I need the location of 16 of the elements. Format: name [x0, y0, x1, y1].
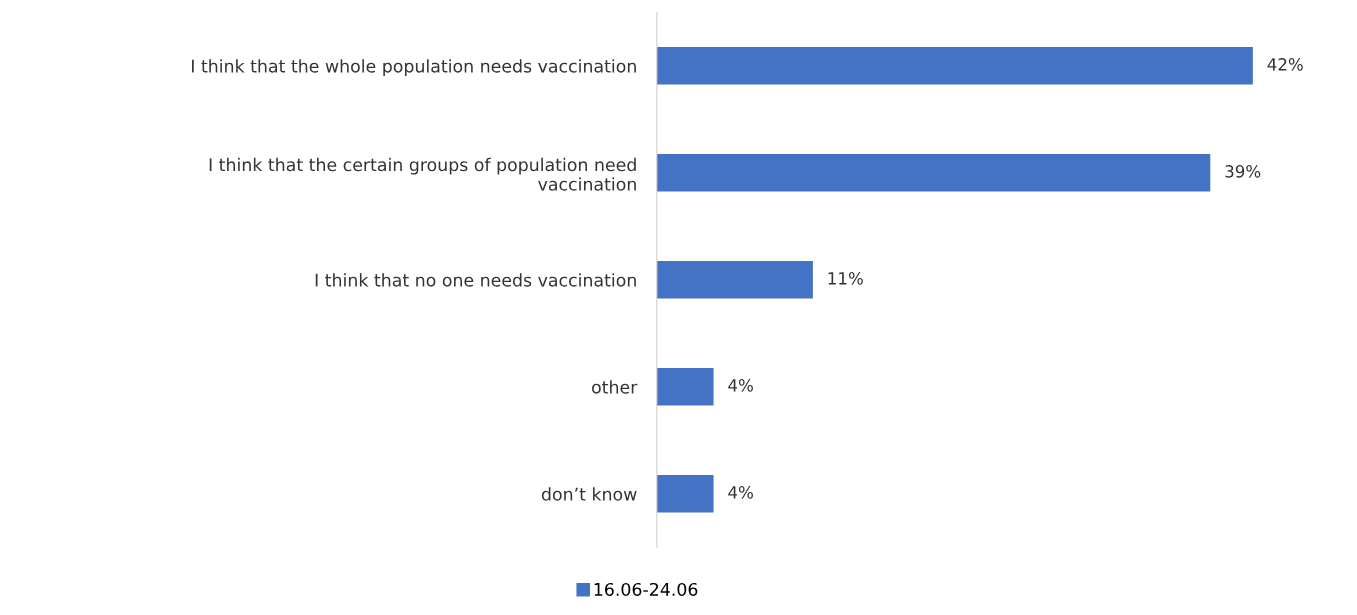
y-tick-label: I think that the certain groups of population need vaccination [209, 157, 636, 191]
data-label: 39% [1225, 165, 1261, 178]
data-label: 42% [1267, 58, 1303, 71]
bar [656, 154, 1211, 192]
data-label: 11% [828, 272, 863, 285]
y-tick-label: don’t know [541, 487, 637, 501]
data-label: 4% [728, 379, 753, 392]
y-tick-label: I think that the whole population needs vaccination [192, 59, 636, 77]
bar [656, 47, 1253, 85]
legend-label: 16.06-24.06 [594, 582, 698, 597]
y-tick-label: other [592, 380, 638, 394]
data-label: 4% [728, 486, 753, 499]
bar [656, 368, 714, 406]
y-tick-label: I think that no one needs vaccination [315, 273, 636, 287]
bar [656, 261, 813, 299]
bar [656, 475, 714, 513]
